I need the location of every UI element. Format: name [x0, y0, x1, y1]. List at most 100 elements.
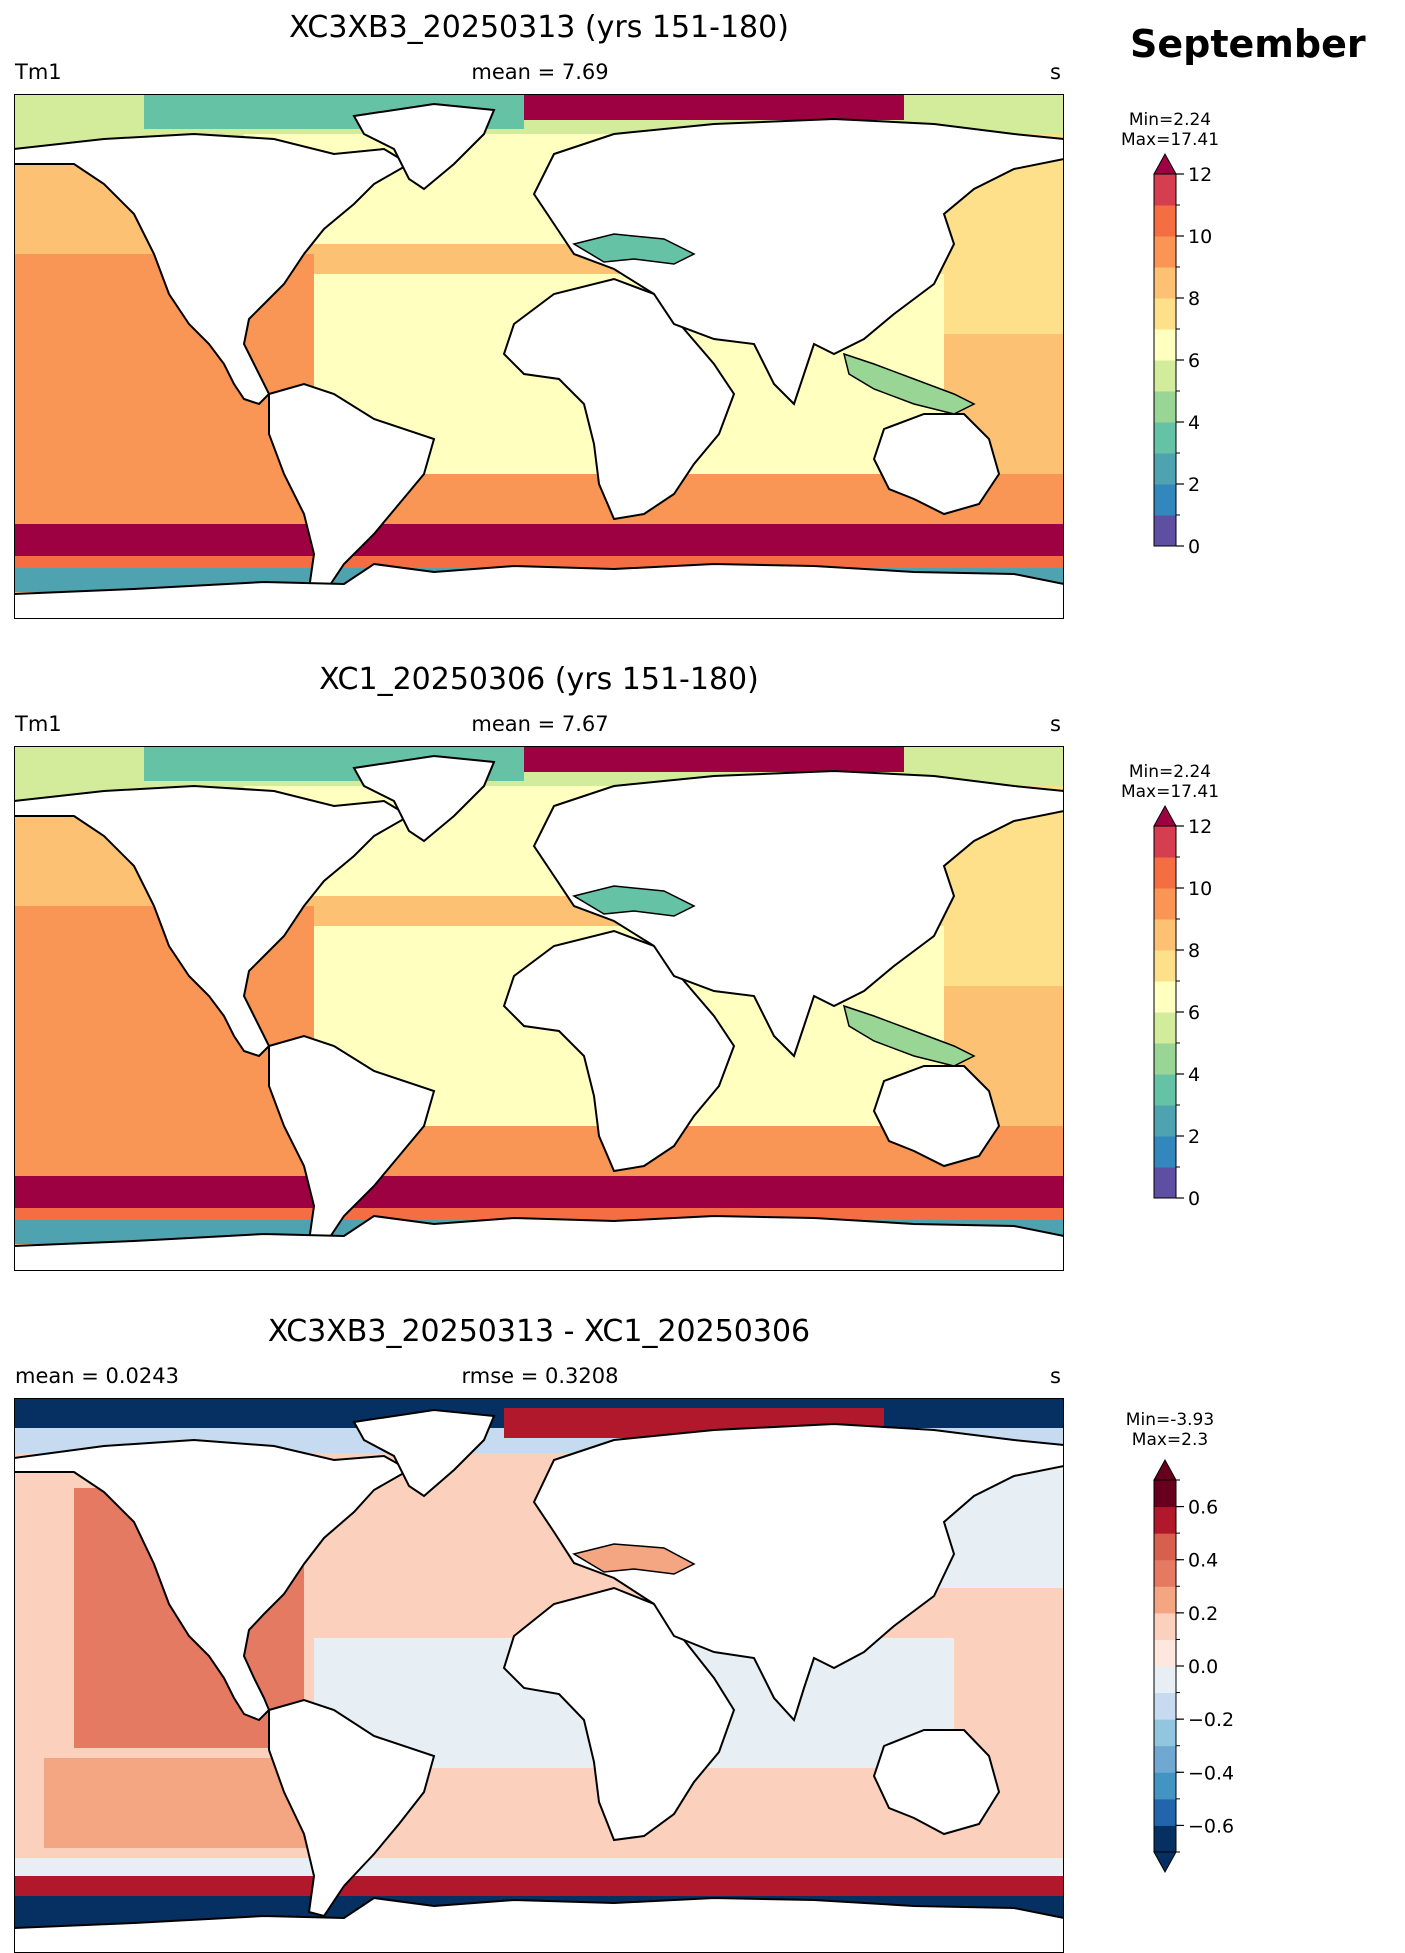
colorbar-segment: [1154, 205, 1176, 237]
south-america: [268, 1698, 436, 1918]
colorbar-max-extension: [1153, 1458, 1177, 1481]
panel-title: XC1_20250306 (yrs 151-180): [319, 662, 759, 697]
barents-high: [524, 94, 904, 120]
panel-title: XC3XB3_20250313 (yrs 151-180): [289, 10, 789, 45]
colorbar-segment: [1154, 329, 1176, 361]
colorbar-tick-label: 8: [1188, 940, 1200, 962]
colorbar-tick-label: 0.2: [1188, 1603, 1218, 1625]
colorbar-segment: [1154, 1559, 1176, 1587]
colorbar-segment: [1154, 919, 1176, 951]
colorbar-segment: [1154, 826, 1176, 858]
mediterranean: [572, 233, 696, 265]
antarctica: [14, 562, 1064, 619]
rmse-label: rmse = 0.3208: [461, 1364, 619, 1388]
colorbar-segment: [1154, 1043, 1176, 1075]
colorbar-tick-label: 12: [1188, 164, 1212, 186]
colorbar-tick-label: −0.2: [1188, 1709, 1234, 1731]
map-panel-2: [14, 746, 1064, 1271]
colorbar-tick-label: 2: [1188, 1126, 1200, 1148]
colorbar-tick-label: 0.4: [1188, 1550, 1218, 1572]
greenland: [352, 102, 496, 191]
colorbar-segment: [1154, 1506, 1176, 1534]
colorbar-tick-label: 6: [1188, 350, 1200, 372]
colorbar-segment: [1154, 1167, 1176, 1199]
colorbar-segment: [1154, 174, 1176, 206]
colorbar-segment: [1154, 981, 1176, 1013]
colorbar-segment: [1154, 857, 1176, 889]
colorbar-tick-label: 2: [1188, 474, 1200, 496]
colorbar-segment: [1154, 1666, 1176, 1694]
colorbar-segment: [1154, 1586, 1176, 1614]
southern-ocean-max: [14, 1176, 1064, 1208]
north-america: [14, 132, 411, 406]
colorbar-segment: [1154, 950, 1176, 982]
south-america: [268, 382, 436, 596]
colorbar-segment: [1154, 267, 1176, 299]
max-label: Max=17.41: [1120, 130, 1220, 150]
colorbar-segment: [1154, 1074, 1176, 1106]
units-label: s: [1050, 1364, 1061, 1388]
colorbar-segment: [1154, 1480, 1176, 1508]
colorbar-tick-label: −0.6: [1188, 1815, 1234, 1837]
colorbar-segment: [1154, 1105, 1176, 1137]
colorbar-min-extension: [1153, 1851, 1177, 1874]
colorbar-segment: [1154, 1533, 1176, 1561]
min-max-text: Min=-3.93 Max=2.3: [1100, 1410, 1240, 1450]
colorbar-segment: [1154, 1136, 1176, 1168]
min-label: Min=2.24: [1128, 110, 1212, 130]
mediterranean: [572, 885, 696, 917]
units-label: s: [1050, 60, 1061, 84]
colorbar-segment: [1154, 422, 1176, 454]
colorbar-max-extension: [1153, 804, 1177, 827]
colorbar-tick-label: 10: [1188, 878, 1212, 900]
colorbar-segment: [1154, 515, 1176, 547]
southern-ocean-positive: [14, 1876, 1064, 1896]
colorbar-segment: [1154, 1825, 1176, 1853]
colorbar-segment: [1154, 888, 1176, 920]
colorbar-tick-label: 4: [1188, 1064, 1200, 1086]
colorbar-segment: [1154, 1692, 1176, 1720]
greenland: [352, 754, 496, 843]
map-panel-1: [14, 94, 1064, 619]
mean-label: mean = 0.0243: [15, 1364, 179, 1388]
colorbar-segment: [1154, 453, 1176, 485]
north-america: [14, 1438, 412, 1722]
colorbar-segment: [1154, 1745, 1176, 1773]
indonesia-islands: [842, 352, 976, 415]
barents-high: [524, 746, 904, 772]
panel-title: XC3XB3_20250313 - XC1_20250306: [267, 1314, 811, 1349]
colorbar-tick-label: 10: [1188, 226, 1212, 248]
units-label: s: [1050, 712, 1061, 736]
colorbar-tick-label: 0: [1188, 536, 1200, 558]
colorbar-segment: [1154, 1012, 1176, 1044]
mediterranean: [572, 1543, 696, 1575]
colorbar-tick-label: 4: [1188, 412, 1200, 434]
colorbar-tick-label: 0: [1188, 1188, 1200, 1210]
colorbar-tick-label: 8: [1188, 288, 1200, 310]
mean-label: mean = 7.67: [471, 712, 609, 736]
colorbar-3: −0.6 −0.4 −0.2 0.0 0.2 0.4 0.6: [1153, 1458, 1234, 1874]
variable-label: Tm1: [15, 712, 62, 736]
australia: [872, 1065, 1001, 1168]
variable-label: Tm1: [15, 60, 62, 84]
colorbar-2: 0 2 4 6 8 10 12: [1153, 804, 1212, 1210]
colorbar-segment: [1154, 1719, 1176, 1747]
south-neutral: [14, 1858, 1064, 1876]
colorbar-segment: [1154, 1772, 1176, 1800]
southern-ocean-max: [14, 524, 1064, 556]
colorbar-segment: [1154, 298, 1176, 330]
min-max-text: Min=2.24 Max=17.41: [1100, 762, 1240, 802]
month-label: September: [1130, 22, 1366, 66]
greenland: [352, 1408, 496, 1498]
mean-label: mean = 7.69: [471, 60, 609, 84]
antarctica: [14, 1214, 1064, 1271]
colorbar-tick-label: 0.6: [1188, 1497, 1218, 1519]
australia: [872, 1729, 1001, 1836]
colorbar-1: 0 2 4 6 8 10 12: [1153, 152, 1212, 558]
colorbar-tick-label: −0.4: [1188, 1762, 1234, 1784]
colorbar-segment: [1154, 360, 1176, 392]
indonesia-islands: [842, 1004, 976, 1067]
colorbar-tick-label: 12: [1188, 816, 1212, 838]
colorbar-segment: [1154, 484, 1176, 516]
max-label: Max=17.41: [1120, 782, 1220, 802]
